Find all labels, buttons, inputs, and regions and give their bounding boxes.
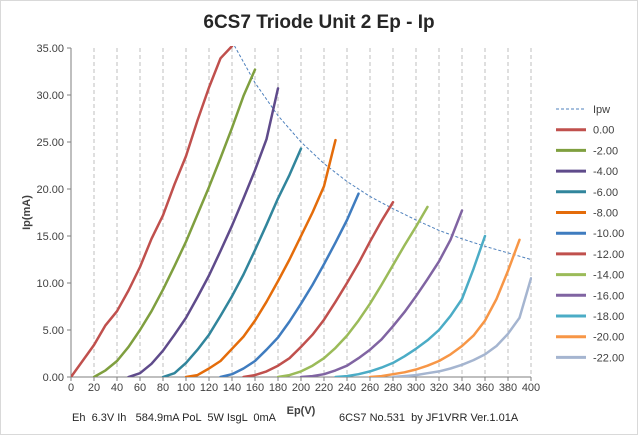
series-line-0 [71, 46, 234, 377]
series-line-1 [92, 68, 257, 377]
y-tick-label: 0.00 [43, 372, 64, 384]
series-line-3 [161, 147, 303, 377]
x-tick-label: 0 [68, 382, 74, 394]
y-tick-label: 30.00 [36, 90, 64, 102]
legend-label: 0.00 [593, 125, 614, 137]
footer-heater-info: Eh 6.3V Ih 584.9mA PoL 5W IsgL 0mA [72, 412, 277, 424]
series-line-10 [368, 238, 521, 377]
x-tick-label: 120 [200, 382, 218, 394]
x-tick-label: 160 [246, 382, 264, 394]
x-tick-label: 260 [361, 382, 379, 394]
y-tick-label: 35.00 [36, 43, 64, 55]
legend-label: -14.00 [593, 270, 624, 282]
x-tick-label: 20 [88, 382, 100, 394]
x-tick-label: 100 [177, 382, 195, 394]
legend-label: -10.00 [593, 228, 624, 240]
series-line-8 [299, 209, 464, 377]
series-line-4 [184, 138, 337, 377]
x-tick-label: 200 [292, 382, 310, 394]
x-tick-label: 60 [134, 382, 146, 394]
y-tick-label: 20.00 [36, 184, 64, 196]
x-tick-label: 40 [111, 382, 123, 394]
x-tick-label: 340 [453, 382, 471, 394]
legend-label: -18.00 [593, 311, 624, 323]
legend-label: -22.00 [593, 352, 624, 364]
y-tick-label: 5.00 [43, 325, 64, 337]
x-tick-label: 140 [223, 382, 241, 394]
series-line-6 [242, 200, 395, 377]
x-tick-label: 80 [157, 382, 169, 394]
legend-label: -6.00 [593, 187, 618, 199]
x-tick-label: 220 [315, 382, 333, 394]
y-tick-label: 10.00 [36, 278, 64, 290]
legend-label: -4.00 [593, 166, 618, 178]
x-tick-label: 360 [476, 382, 494, 394]
chart-title: 6CS7 Triode Unit 2 Ep - Ip [203, 12, 435, 33]
x-tick-label: 240 [338, 382, 356, 394]
footer-tube-info: 6CS7 No.531 by JF1VRR Ver.1.01A [339, 412, 519, 424]
x-tick-label: 400 [522, 382, 540, 394]
y-axis-title: Ip(mA) [21, 195, 33, 230]
series-line-2 [127, 87, 280, 377]
y-tick-label: 15.00 [36, 231, 64, 243]
series-line-ipw [233, 46, 532, 260]
series-line-9 [334, 234, 487, 377]
legend-label: -20.00 [593, 332, 624, 344]
x-axis-title: Ep(V) [287, 405, 316, 417]
x-tick-label: 320 [430, 382, 448, 394]
x-tick-label: 180 [269, 382, 287, 394]
series-line-11 [391, 277, 532, 377]
legend-label: -2.00 [593, 145, 618, 157]
legend-label: -16.00 [593, 290, 624, 302]
series-line-7 [276, 205, 429, 377]
series-line-5 [219, 192, 360, 377]
legend-label-ipw: Ipw [593, 104, 610, 116]
legend-label: -12.00 [593, 249, 624, 261]
x-tick-label: 280 [384, 382, 402, 394]
x-tick-label: 380 [499, 382, 517, 394]
y-tick-label: 25.00 [36, 137, 64, 149]
legend-label: -8.00 [593, 208, 618, 220]
x-tick-label: 300 [407, 382, 425, 394]
